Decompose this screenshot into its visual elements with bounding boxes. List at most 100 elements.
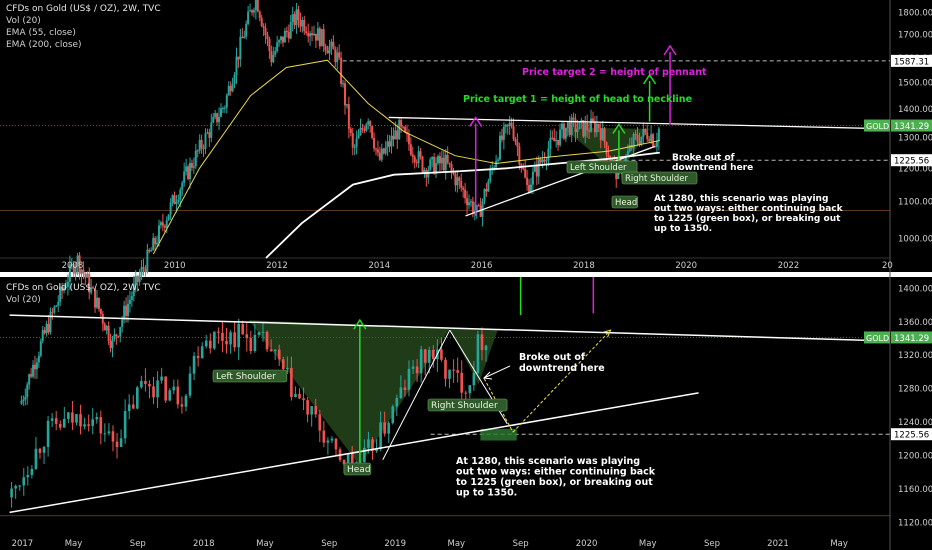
candle [208,340,212,349]
candle [26,384,29,397]
bottom-x-tick-label: 2020 [576,539,598,549]
candle [83,424,86,427]
candle [49,311,52,333]
candle [135,387,139,409]
candle [435,163,438,174]
candle [483,189,486,202]
candle [221,332,224,341]
candle [218,116,221,123]
candle [131,404,135,409]
bottom-y-tick-label: 1280.00 [898,385,932,395]
candle [200,139,203,149]
ema200-line [265,151,660,259]
candle [444,359,447,379]
bottom-legend: CFDs on Gold (US$ / OZ), 2W, TVC Vol (20… [6,282,161,306]
candle [140,267,143,276]
candle [497,159,500,161]
candle [653,146,656,148]
candle [160,376,163,381]
candle [63,287,66,291]
candle [640,136,643,145]
candle [260,17,263,27]
candle [387,423,391,434]
candle [204,340,208,347]
candle [132,284,135,297]
candle [258,11,261,18]
candle [539,159,542,163]
candle [188,162,191,180]
candle [560,123,563,130]
candle [417,151,420,164]
candle [314,406,318,415]
candle [45,323,48,334]
candle [543,159,546,162]
candle [273,349,277,352]
candle [225,95,228,108]
candle [176,386,180,405]
candle [119,327,122,337]
bottom-x-tick-label: 2019 [384,539,406,549]
candle [347,104,350,129]
candle [648,139,651,142]
candle [628,144,631,152]
candle [432,349,435,360]
candle [340,57,343,84]
bottom-y-tick-label: 1360.00 [898,318,932,328]
candle [359,127,362,135]
candle [237,324,240,348]
candle [177,199,180,202]
candle [570,117,573,136]
candle [562,123,565,139]
candle [353,146,356,148]
candle [415,366,419,374]
candle [326,50,329,54]
candle [84,273,87,278]
candle [10,488,13,498]
bottom-scenario-label-line: up to 1350. [456,488,517,499]
candle [22,399,25,401]
neckline [388,116,891,130]
candle [603,128,606,143]
top-head-label-box [611,195,639,209]
candle [167,214,170,221]
bottom-head-label-text: Head [347,465,371,475]
candle [388,141,391,147]
candle [257,332,261,335]
candle [471,201,474,214]
bottom-left-shoulder-label-box [212,369,288,383]
candle [181,182,184,190]
candle [75,414,78,423]
candle [529,184,532,193]
candle [270,51,273,63]
candle [202,148,205,150]
target1-arrow-head [642,73,657,85]
candle [485,189,488,192]
candle [332,41,335,50]
candle [80,269,83,274]
candle [489,169,492,182]
candle [419,151,422,157]
candle [99,417,103,434]
candle [324,46,327,51]
head-height-arrow-head [612,123,626,134]
candle [301,19,304,27]
candle [576,129,579,133]
candle [557,139,560,146]
candle [390,135,393,147]
bottom-level-low-tag: 1225.56 [891,428,932,441]
candle [367,121,370,125]
candle [322,29,325,47]
candle [281,359,285,370]
target2-arrow-head [663,44,677,56]
bottom-y-tick-label: 1400.00 [898,284,932,294]
candle [239,36,242,60]
candle [312,33,315,36]
candle [346,453,350,465]
candle [403,387,407,390]
candle [55,305,58,307]
candle [427,349,431,363]
candle [173,195,176,205]
candle [130,296,133,300]
candle [274,50,277,55]
